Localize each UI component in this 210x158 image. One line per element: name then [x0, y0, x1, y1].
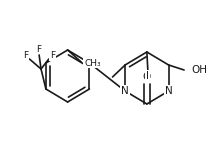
Text: N: N — [165, 86, 172, 96]
Text: OH: OH — [192, 65, 208, 75]
Text: I: I — [146, 71, 149, 81]
Text: F: F — [23, 52, 28, 61]
Text: N: N — [121, 86, 129, 96]
Text: CH₃: CH₃ — [84, 58, 101, 67]
Text: F: F — [50, 52, 55, 61]
Text: F: F — [37, 45, 42, 54]
Text: O: O — [143, 72, 151, 82]
